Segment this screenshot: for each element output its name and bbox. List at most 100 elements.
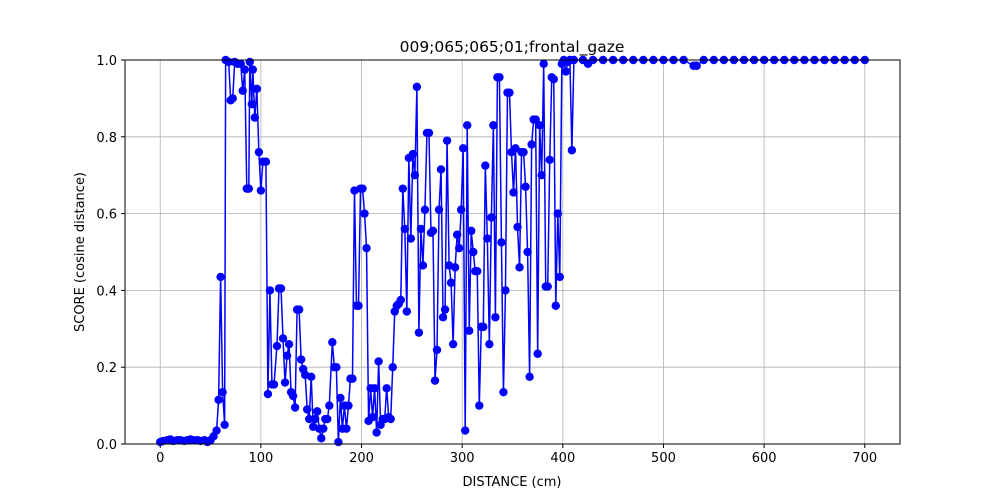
data-point [408, 149, 418, 159]
data-point [505, 88, 514, 97]
data-point [216, 272, 225, 282]
data-point [386, 414, 395, 424]
data-point [272, 341, 282, 351]
data-point [247, 99, 257, 109]
data-point [467, 226, 476, 236]
data-point [475, 401, 484, 410]
data-point [515, 263, 524, 272]
data-point [523, 247, 532, 257]
x-tick-label: 700 [852, 451, 877, 466]
data-point [535, 121, 544, 130]
data-point [456, 205, 466, 214]
x-tick-label: 300 [450, 451, 475, 466]
data-point [218, 387, 227, 397]
data-point [245, 57, 255, 67]
data-point [519, 147, 528, 157]
data-point [254, 147, 264, 157]
data-point [555, 272, 565, 282]
y-tick-label: 0.2 [96, 361, 117, 376]
data-point [400, 224, 410, 234]
data-point [533, 349, 542, 358]
x-tick-label: 500 [651, 451, 676, 466]
data-point [336, 393, 345, 403]
data-point [539, 59, 548, 69]
data-point [436, 165, 446, 174]
data-line [159, 57, 865, 443]
data-point [509, 188, 518, 197]
x-tick-label: 100 [248, 451, 273, 466]
data-point [280, 378, 290, 387]
data-point [460, 426, 470, 435]
data-point [416, 224, 426, 234]
data-point [513, 222, 522, 232]
x-tick-label: 600 [752, 451, 777, 466]
data-point [463, 121, 472, 130]
data-point [412, 82, 422, 92]
data-point [491, 313, 500, 322]
y-tick-label: 0.8 [96, 131, 117, 146]
x-tick-label: 0 [156, 451, 164, 466]
x-tick-label: 200 [349, 451, 374, 466]
data-point [448, 339, 458, 349]
data-point [501, 286, 510, 295]
data-point [402, 307, 412, 316]
data-point [442, 136, 452, 145]
data-point [497, 238, 506, 247]
data-point [430, 376, 440, 385]
data-point [311, 414, 320, 424]
data-point [368, 412, 377, 422]
data-point [525, 372, 534, 381]
data-point [212, 426, 221, 435]
data-point [362, 243, 371, 253]
data-point [434, 205, 444, 214]
data-point [302, 405, 312, 414]
data-point [256, 186, 266, 195]
data-point [561, 67, 571, 76]
data-point [396, 295, 405, 305]
data-point [290, 403, 300, 412]
data-point [228, 94, 237, 103]
data-point [238, 86, 247, 95]
data-point [545, 155, 554, 165]
data-point [487, 213, 496, 222]
data-point [252, 84, 262, 94]
data-point [265, 286, 275, 295]
data-point [354, 301, 363, 310]
data-point [317, 434, 326, 443]
data-point [495, 73, 504, 82]
data-point [458, 144, 468, 153]
data-point [313, 407, 322, 416]
data-point [370, 384, 379, 393]
data-point [398, 184, 407, 193]
data-point [304, 414, 314, 424]
data-point [282, 351, 292, 360]
data-point [325, 401, 334, 410]
data-point [328, 338, 337, 347]
data-point [483, 234, 492, 243]
data-point [374, 357, 383, 366]
data-point [294, 305, 304, 314]
data-point [344, 401, 353, 410]
data-point [244, 184, 253, 193]
data-point [220, 420, 229, 429]
data-point [288, 391, 298, 401]
data-point [446, 278, 456, 287]
data-point [406, 234, 416, 243]
data-point [296, 355, 306, 364]
data-point [567, 146, 577, 155]
data-point [418, 261, 428, 270]
data-point [334, 437, 343, 447]
data-point [452, 230, 462, 239]
y-axis-label: SCORE (cosine distance) [73, 172, 88, 332]
data-point [276, 284, 286, 293]
plot-frame [124, 59, 901, 445]
data-point [240, 65, 249, 74]
data-point [454, 243, 464, 253]
data-point [342, 424, 351, 433]
data-point [382, 384, 391, 393]
data-point [481, 161, 490, 170]
data-point [263, 389, 273, 399]
data-point [479, 322, 488, 332]
data-point [420, 205, 430, 214]
